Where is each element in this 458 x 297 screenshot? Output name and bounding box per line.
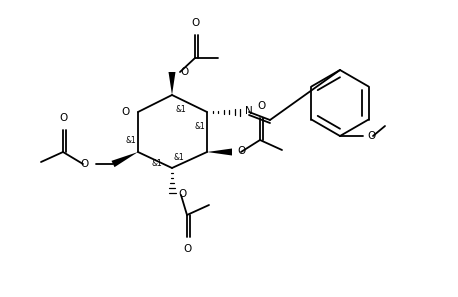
Text: O: O <box>367 131 375 141</box>
Text: &1: &1 <box>176 105 187 114</box>
Polygon shape <box>169 72 175 95</box>
Text: &1: &1 <box>174 153 185 162</box>
Text: O: O <box>180 67 188 77</box>
Polygon shape <box>207 148 232 156</box>
Text: O: O <box>192 18 200 28</box>
Text: &1: &1 <box>125 136 136 145</box>
Text: O: O <box>178 189 186 199</box>
Text: O: O <box>122 107 130 117</box>
Text: O: O <box>184 244 192 254</box>
Text: N: N <box>245 106 253 116</box>
Polygon shape <box>111 152 138 167</box>
Text: O: O <box>81 159 89 169</box>
Text: O: O <box>257 101 265 111</box>
Text: O: O <box>237 146 245 156</box>
Text: O: O <box>60 113 68 123</box>
Text: &1: &1 <box>194 122 205 131</box>
Text: &1: &1 <box>151 159 162 168</box>
